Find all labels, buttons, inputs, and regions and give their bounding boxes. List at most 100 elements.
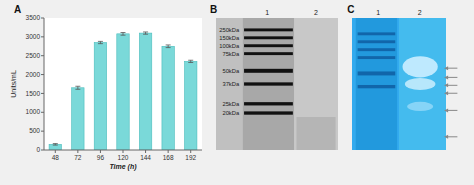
x-tick-label: 192 bbox=[185, 154, 196, 161]
error-cap bbox=[75, 86, 80, 87]
x-tick-label: 72 bbox=[74, 154, 82, 161]
arrow-head bbox=[444, 108, 448, 112]
arrow bbox=[444, 83, 457, 87]
gel-blob bbox=[403, 56, 438, 77]
panel-label: A bbox=[14, 4, 21, 15]
arrow-shaft bbox=[447, 85, 457, 86]
ladder-band bbox=[358, 32, 396, 35]
arrow bbox=[444, 108, 457, 112]
bar bbox=[162, 46, 174, 150]
arrow bbox=[444, 135, 457, 139]
y-tick bbox=[41, 93, 44, 94]
lane-label: 2 bbox=[418, 9, 422, 16]
gel-lane bbox=[243, 18, 294, 150]
arrow-shaft bbox=[447, 93, 457, 94]
error-cap bbox=[188, 60, 193, 61]
x-tick bbox=[168, 150, 169, 153]
gel bbox=[216, 18, 338, 150]
y-tick-label: 3500 bbox=[26, 14, 41, 21]
arrow bbox=[444, 75, 457, 79]
band-label: 20kDa bbox=[222, 110, 240, 116]
error-cap bbox=[166, 44, 171, 45]
y-tick-label: 1500 bbox=[26, 90, 41, 97]
arrow-shaft bbox=[447, 68, 457, 69]
band-label: 25kDa bbox=[222, 101, 240, 107]
ladder-band bbox=[358, 40, 396, 43]
y-axis-line bbox=[44, 18, 45, 150]
bar bbox=[94, 43, 106, 150]
arrow-head bbox=[444, 135, 448, 139]
y-tick bbox=[41, 36, 44, 37]
x-tick bbox=[77, 150, 78, 153]
error-bar bbox=[53, 144, 58, 146]
x-tick-label: 48 bbox=[52, 154, 60, 161]
gel-panel: B12250kDa150kDa100kDa75kDa50kDa37kDa25kD… bbox=[210, 4, 338, 150]
bar-panel: 0500100015002000250030003500487296120144… bbox=[10, 4, 202, 171]
gel-lane bbox=[399, 18, 446, 150]
error-cap bbox=[143, 31, 148, 32]
bar bbox=[185, 61, 197, 150]
gel-blob bbox=[405, 78, 436, 90]
x-tick bbox=[100, 150, 101, 153]
gel-lane bbox=[356, 18, 397, 150]
band-label: 100kDa bbox=[219, 43, 240, 49]
error-bar bbox=[98, 41, 103, 43]
x-tick bbox=[123, 150, 124, 153]
error-cap bbox=[53, 145, 58, 146]
error-bar bbox=[75, 86, 80, 89]
y-tick bbox=[41, 131, 44, 132]
ladder-band bbox=[244, 102, 293, 105]
ladder-band bbox=[244, 36, 293, 39]
gel-lane bbox=[294, 18, 338, 150]
lane-label: 1 bbox=[265, 9, 269, 16]
ladder-band bbox=[244, 69, 293, 73]
gel bbox=[352, 18, 446, 150]
ladder-band bbox=[244, 52, 293, 55]
error-cap bbox=[143, 34, 148, 35]
panel-label: C bbox=[347, 4, 354, 15]
panel-label: B bbox=[210, 4, 217, 15]
figure: 0500100015002000250030003500487296120144… bbox=[0, 0, 474, 185]
arrow-head bbox=[444, 75, 448, 79]
y-tick-label: 3000 bbox=[26, 33, 41, 40]
ladder-band bbox=[358, 56, 396, 59]
ladder-band bbox=[244, 111, 293, 114]
bar bbox=[139, 33, 151, 150]
x-tick-label: 96 bbox=[97, 154, 105, 161]
error-cap bbox=[98, 41, 103, 42]
y-tick bbox=[41, 55, 44, 56]
error-bar bbox=[166, 45, 171, 48]
error-cap bbox=[75, 89, 80, 90]
bar bbox=[117, 34, 129, 150]
arrow-shaft bbox=[447, 110, 457, 111]
y-tick-label: 1000 bbox=[26, 108, 41, 115]
plot-area bbox=[44, 18, 202, 150]
gel-background bbox=[352, 18, 446, 150]
y-tick-label: 2000 bbox=[26, 71, 41, 78]
x-tick-label: 120 bbox=[118, 154, 129, 161]
error-bar bbox=[121, 33, 126, 36]
ladder-band bbox=[244, 28, 293, 31]
y-tick-label: 500 bbox=[29, 127, 40, 134]
gel-blob bbox=[407, 102, 433, 111]
band-label: 50kDa bbox=[222, 68, 240, 74]
x-tick bbox=[55, 150, 56, 153]
y-axis-label: Units/mL bbox=[10, 70, 17, 98]
band-label: 37kDa bbox=[222, 81, 240, 87]
gel-panel: C12 bbox=[347, 4, 457, 150]
error-cap bbox=[98, 43, 103, 44]
error-stem bbox=[77, 86, 78, 89]
y-tick bbox=[41, 112, 44, 113]
error-cap bbox=[188, 62, 193, 63]
error-bar bbox=[143, 32, 148, 34]
band-label: 75kDa bbox=[222, 51, 240, 57]
arrow bbox=[444, 91, 457, 95]
error-cap bbox=[53, 143, 58, 144]
lane-label: 2 bbox=[314, 9, 318, 16]
y-tick bbox=[41, 150, 44, 151]
x-tick bbox=[190, 150, 191, 153]
x-tick-label: 144 bbox=[140, 154, 151, 161]
ladder-band bbox=[244, 44, 293, 47]
error-cap bbox=[121, 35, 126, 36]
error-cap bbox=[166, 47, 171, 48]
